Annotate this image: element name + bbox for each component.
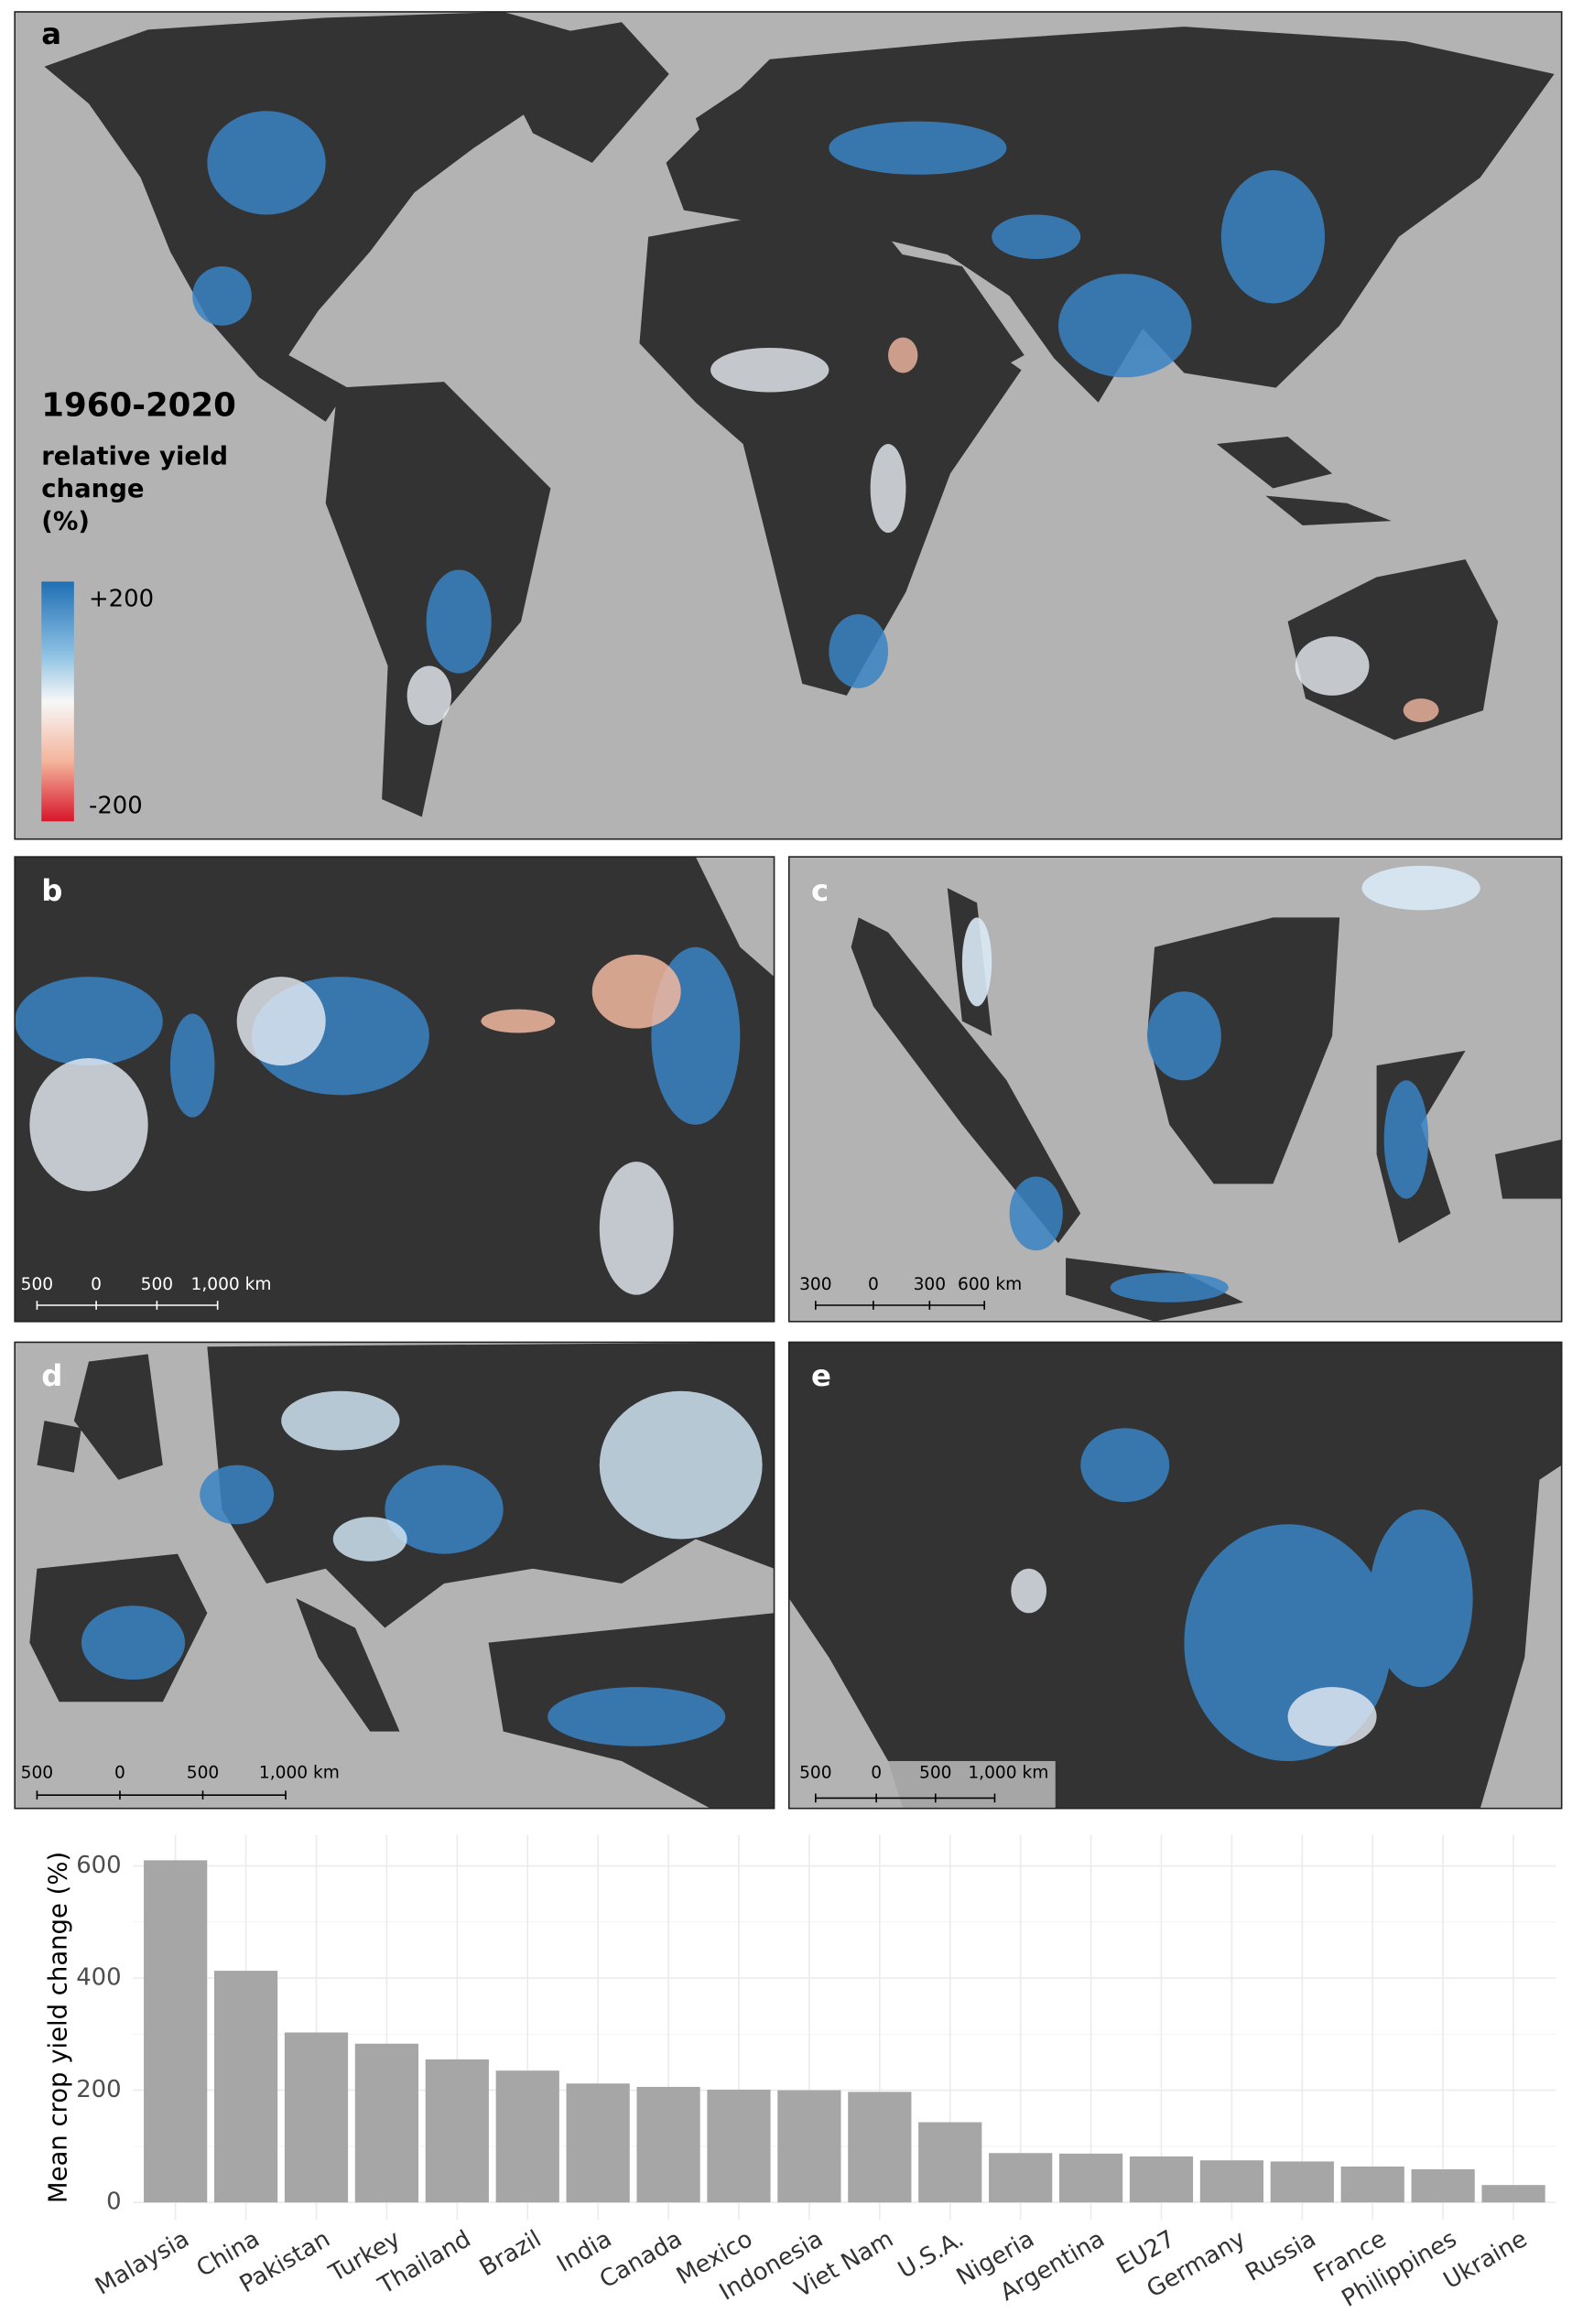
legend-subtitle: (%) bbox=[41, 507, 90, 536]
scale-label: 1,000 km bbox=[968, 1763, 1048, 1782]
scale-label: 300 bbox=[799, 1275, 831, 1294]
map-west-africa bbox=[15, 857, 775, 1322]
legend-title: 1960-2020 bbox=[41, 387, 236, 425]
bar bbox=[566, 2083, 630, 2203]
scale-label: 1,000 km bbox=[191, 1275, 272, 1294]
bar bbox=[144, 1860, 208, 2203]
bar bbox=[1270, 2161, 1334, 2203]
y-tick-label: 600 bbox=[76, 1852, 121, 1879]
bar bbox=[1481, 2185, 1545, 2203]
scale-label: 500 bbox=[21, 1275, 53, 1294]
panel-letter: d bbox=[41, 1358, 62, 1393]
bar bbox=[918, 2122, 982, 2203]
scale-label: 300 bbox=[914, 1275, 946, 1294]
bar bbox=[354, 2043, 419, 2203]
x-tick-label: Malaysia bbox=[91, 2225, 194, 2300]
bar bbox=[777, 2090, 841, 2203]
bar bbox=[425, 2059, 489, 2203]
scale-label: 500 bbox=[141, 1275, 173, 1294]
panel-letter: c bbox=[811, 873, 829, 908]
legend-min: -200 bbox=[89, 793, 143, 820]
bar bbox=[707, 2089, 771, 2203]
bar bbox=[1199, 2160, 1264, 2203]
bar-chart: 0200400600MalaysiaChinaPakistanTurkeyTha… bbox=[44, 1834, 1556, 2313]
scale-label: 500 bbox=[919, 1763, 951, 1782]
y-tick-label: 0 bbox=[106, 2189, 121, 2216]
bar bbox=[1129, 2156, 1194, 2203]
scale-label: 500 bbox=[21, 1763, 53, 1782]
scale-label: 0 bbox=[91, 1275, 102, 1294]
bar bbox=[1340, 2166, 1404, 2203]
bar bbox=[1058, 2153, 1123, 2203]
bar bbox=[848, 2092, 912, 2203]
panel-letter: e bbox=[811, 1358, 831, 1393]
scale-label: 1,000 km bbox=[259, 1763, 340, 1782]
bar bbox=[636, 2086, 700, 2203]
panel-letter: b bbox=[41, 873, 62, 908]
bar bbox=[284, 2032, 349, 2203]
panel-letter: a bbox=[41, 16, 61, 51]
scale-label: 500 bbox=[799, 1763, 831, 1782]
y-tick-label: 200 bbox=[76, 2076, 121, 2103]
x-tick-label: Brazil bbox=[475, 2225, 547, 2282]
scale-label: 0 bbox=[114, 1763, 125, 1782]
scale-label: 0 bbox=[871, 1763, 882, 1782]
scale-label: 0 bbox=[868, 1275, 879, 1294]
scale-label: 500 bbox=[187, 1763, 219, 1782]
bar bbox=[1411, 2169, 1475, 2203]
map-southeast-asia bbox=[788, 857, 1562, 1322]
bar bbox=[213, 1971, 278, 2203]
map-europe bbox=[15, 1342, 775, 1809]
world-map bbox=[15, 11, 1562, 839]
y-tick-label: 400 bbox=[76, 1964, 121, 1992]
y-axis-title: Mean crop yield change (%) bbox=[44, 1852, 73, 2203]
map-south-america bbox=[788, 1342, 1562, 1809]
legend-max: +200 bbox=[89, 585, 154, 612]
legend-subtitle: change bbox=[41, 474, 144, 503]
scale-label: 600 km bbox=[958, 1275, 1022, 1294]
legend-subtitle: relative yield bbox=[41, 442, 228, 471]
bar bbox=[495, 2070, 559, 2203]
bar bbox=[989, 2153, 1053, 2203]
x-tick-label: Russia bbox=[1241, 2225, 1320, 2287]
